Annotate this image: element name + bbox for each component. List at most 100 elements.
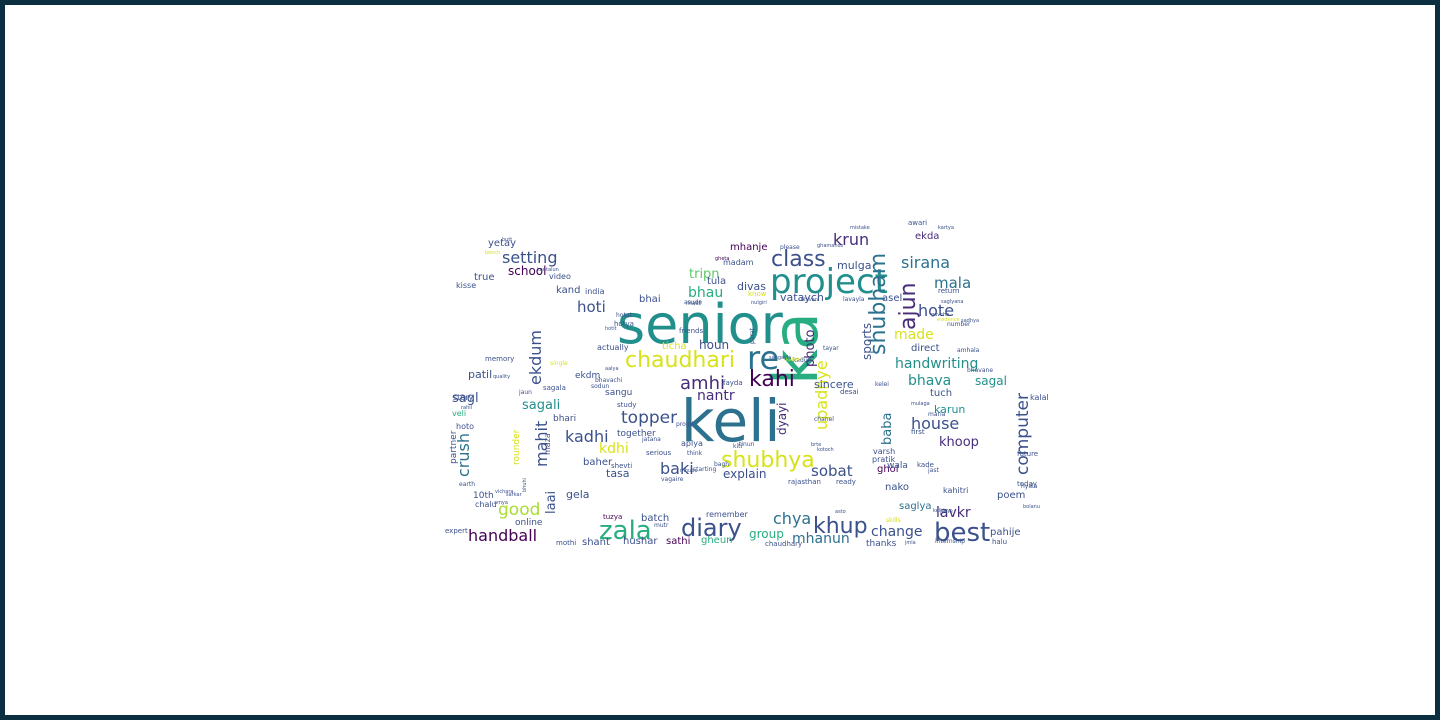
word-ekdm: ekdm (575, 371, 600, 381)
word-sarkar: sarkar (506, 492, 523, 498)
word-cloud-canvas: senior keli ka project re zala chaudhari shubhy… (5, 5, 1435, 715)
word-explain: explain (723, 467, 767, 481)
word-bhai: bhai (639, 294, 661, 305)
word-kisse: kisse (456, 281, 476, 290)
word-houn: houn (699, 338, 729, 352)
word-kand: kand (556, 285, 580, 296)
word-ekda: ekda (915, 231, 939, 242)
word-aplya: aplya (681, 439, 703, 448)
word-hoti: hoti (577, 298, 606, 316)
word-hyala: hyala (1021, 483, 1038, 490)
word-mulga: mulga (837, 259, 871, 272)
word-vichara: vichara (495, 489, 513, 495)
word-sadhya: sadhya (961, 318, 979, 324)
word-kahi: kahi (749, 367, 795, 392)
word-made: made (894, 327, 934, 343)
word-internship: internship (935, 538, 965, 545)
word-kotoch: kotoch (817, 447, 834, 453)
word-karun: karun (934, 403, 965, 416)
word-expert: expert (445, 527, 468, 535)
word-together: together (617, 429, 656, 439)
word-hotit: hotit (605, 326, 617, 332)
word-chaudhary: chaudhary (765, 540, 802, 548)
word-thanks: thanks (866, 539, 897, 549)
word-jaun: jaun (518, 389, 532, 396)
word-upadhye: upadhye (812, 360, 831, 430)
word-khup: khup (813, 514, 868, 539)
word-tripn: tripn (689, 267, 720, 282)
word-pahije: pahije (990, 527, 1021, 538)
word-asude: asude (684, 299, 702, 306)
word-ekdum: ekdum (526, 330, 545, 385)
word-sagala: sagala (543, 384, 566, 392)
word-change: change (871, 524, 923, 540)
word-evidence: evidence (937, 317, 960, 323)
word-sobat: sobat (811, 462, 853, 480)
word-please: please (780, 244, 800, 251)
word-amhi: amhi (680, 373, 725, 394)
word-today: today (1017, 480, 1037, 488)
word-nulgiri: nulgiri (751, 300, 767, 306)
word-handwriting: handwriting (895, 356, 978, 372)
word-handball: handball (468, 526, 537, 545)
word-gela: gela (566, 488, 590, 501)
word-ticha: ticha (662, 341, 687, 352)
word-baher: baher (583, 457, 613, 468)
word-tula: tula (707, 276, 726, 287)
word-senior: senior (617, 293, 784, 356)
word-bolanu: bolanu (1023, 504, 1040, 510)
word-aalya: aalya (605, 366, 619, 372)
word-friends: friends (679, 327, 703, 335)
word-vagaire: vagaire (661, 476, 684, 483)
word-bhivani: bhivani (801, 297, 819, 303)
word-kahitri: kahitri (943, 486, 968, 495)
word-shevti: shevti (611, 462, 632, 470)
word-best: best (934, 518, 990, 548)
word-group: group (749, 527, 784, 541)
word-lavayla: lavayla (843, 296, 865, 303)
word-pratik: pratik (872, 455, 896, 464)
word-kadun: kadun (793, 357, 812, 364)
word-skills: skills (886, 517, 901, 524)
word-tayar: tayar (823, 345, 839, 352)
word-bhau: bhau (688, 285, 723, 301)
word-gheta: gheta (715, 256, 729, 262)
word-first: first (911, 428, 925, 436)
word-rajasthan: rajasthan (788, 478, 821, 486)
word-mahit: mahit (532, 421, 551, 467)
word-kantalun: kantalun (537, 267, 559, 273)
word-partner: partner (449, 430, 459, 464)
word-khoop: khoop (939, 435, 979, 450)
word-mothi: mothi (556, 539, 576, 547)
word-memory: memory (485, 355, 514, 363)
word-rounder: rounder (512, 429, 522, 465)
word-kade: kade (917, 461, 934, 469)
word-project: project (770, 262, 888, 302)
word-mulaga: mulaga (911, 401, 930, 407)
word-study: study (617, 401, 636, 409)
word-sincere: sincere (814, 378, 854, 391)
word-sagali: sagali (522, 398, 560, 413)
word-vataych: vataych (780, 291, 824, 304)
word-ghamands: ghamands (817, 243, 844, 249)
word-sagl: sagl (452, 391, 479, 406)
word-krun: krun (833, 230, 869, 249)
word-online: online (515, 518, 543, 528)
word-kelela: kelela (933, 508, 948, 514)
word-sathi: sathi (666, 536, 690, 547)
word-actually: actually (597, 343, 629, 352)
word-veli: veli (452, 409, 466, 418)
word-quality: quality (493, 374, 510, 380)
word-think: think (687, 450, 703, 457)
word-mistake: mistake (850, 225, 870, 231)
word-hushar: hushar (623, 536, 658, 547)
word-mhanje: mhanje (730, 242, 767, 253)
word-yetay: yetay (488, 238, 516, 249)
word-computer: computer (1013, 393, 1033, 475)
word-chaudhari: chaudhari (625, 348, 735, 373)
word-single: single (550, 360, 568, 367)
word-hotya: hotya (614, 320, 634, 328)
word-india: india (585, 287, 605, 296)
word-re: re (747, 339, 779, 377)
word-rahil: rahil (461, 405, 472, 411)
